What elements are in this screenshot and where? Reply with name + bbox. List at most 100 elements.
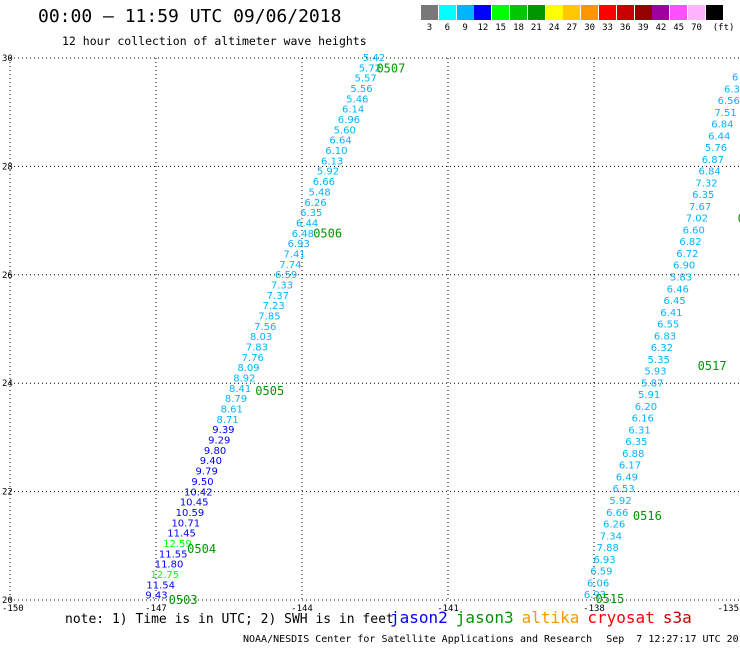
wave-height-value: 5.48 [309, 187, 331, 198]
wave-height-value: 6.72 [676, 249, 698, 260]
wave-height-value: 10.71 [171, 518, 200, 529]
wave-height-value: 6.84 [699, 167, 721, 178]
map-title: 00:00 – 11:59 UTC 09/06/2018 [38, 6, 342, 27]
wave-height-value: 7.23 [262, 301, 284, 312]
lon-tick-label: -141 [437, 604, 459, 614]
lat-tick-label: 30 [2, 54, 13, 64]
wave-height-value: 10.59 [176, 508, 205, 519]
pass-time-label: 05 [738, 211, 740, 225]
legend-label: 30 [584, 23, 596, 33]
wave-height-value: 5.42 [363, 53, 385, 64]
lon-tick-label: -144 [291, 604, 313, 614]
legend-swatch [438, 5, 456, 20]
lon-tick-label: -150 [2, 604, 24, 614]
wave-height-value: 11.55 [159, 549, 188, 560]
wave-height-value: 12.59 [163, 539, 192, 550]
wave-height-value: 6.93 [593, 555, 615, 566]
legend-label: 3 [426, 23, 433, 33]
legend-unit: (ft) [712, 23, 735, 33]
legend-swatch [421, 5, 438, 20]
lat-tick-label: 28 [2, 162, 13, 172]
wave-height-value: 5.91 [638, 390, 660, 401]
wave-height-value: 6.35 [692, 190, 714, 201]
legend-label: 24 [548, 23, 560, 33]
wave-height-value: 6.48 [292, 229, 314, 240]
wave-height-value: 6 [732, 73, 738, 84]
lon-tick-label: -135 [717, 604, 739, 614]
legend-label: 39 [637, 23, 649, 33]
legend-swatch [670, 5, 688, 20]
map-subtitle: 12 hour collection of altimeter wave hei… [62, 34, 367, 48]
pass-time-label: 0517 [698, 359, 727, 373]
legend-label: 70 [691, 23, 702, 33]
legend-label: 12 [477, 23, 489, 33]
wave-height-value: 8.03 [250, 332, 272, 343]
wave-height-value: 9.50 [191, 477, 213, 488]
wave-height-value: 8.09 [237, 363, 259, 374]
wave-height-value: 6.82 [679, 237, 701, 248]
wave-height-value: 6.26 [304, 198, 326, 209]
wave-height-value: 6.56 [718, 96, 740, 107]
legend-swatch [456, 5, 474, 20]
satellite-s3a: s3a [662, 608, 692, 627]
legend-swatch [634, 5, 652, 20]
legend-label: 6 [444, 23, 450, 33]
lat-tick-label: 22 [2, 488, 13, 498]
legend-label: 36 [619, 23, 631, 33]
legend-label: 33 [602, 23, 613, 33]
legend-swatch [563, 5, 581, 20]
legend-swatch [527, 5, 545, 20]
lat-tick-label: 26 [2, 271, 13, 281]
wave-height-value: 7.56 [254, 322, 276, 333]
wave-height-value: 6.14 [342, 105, 364, 116]
wave-height-value: 6.93 [584, 590, 606, 601]
wave-height-value: 5.83 [670, 272, 692, 283]
wave-height-value: 6.84 [711, 120, 733, 131]
legend-swatch [599, 5, 616, 20]
satellite-altika: altika [521, 608, 580, 627]
wave-height-value: 9.29 [208, 436, 230, 447]
wave-height-value: 7.67 [689, 202, 711, 213]
satellite-jason2: jason2 [390, 608, 448, 627]
legend-label: 15 [495, 23, 507, 33]
wave-height-value: 6.3 [724, 84, 740, 95]
wave-height-value: 6.13 [321, 156, 343, 167]
wave-height-value: 6.88 [622, 449, 644, 460]
wave-height-value: 7.02 [686, 214, 708, 225]
wave-height-value: 6.16 [632, 414, 654, 425]
wave-height-value: 5.60 [334, 125, 356, 136]
footer-note: note: 1) Time is in UTC; 2) SWH is in fe… [65, 612, 394, 627]
wave-height-value: 10.42 [184, 487, 213, 498]
wave-height-value: 5.76 [705, 143, 727, 154]
wave-height-value: 9.43 [145, 591, 167, 602]
legend-label: 9 [462, 23, 468, 33]
legend-label: 45 [673, 23, 685, 33]
wave-height-value: 8.61 [221, 405, 243, 416]
wave-height-value: 8.79 [225, 394, 247, 405]
wave-height-value: 5.87 [641, 378, 663, 389]
wave-height-value: 7.88 [597, 543, 619, 554]
wave-height-value: 9.80 [204, 446, 226, 457]
wave-height-value: 6.32 [651, 343, 673, 354]
wave-height-value: 7.76 [242, 353, 264, 364]
footer-credit: NOAA/NESDIS Center for Satellite Applica… [243, 634, 740, 645]
wave-height-value: 6.83 [654, 331, 676, 342]
wave-height-value: 6.44 [708, 131, 730, 142]
wave-height-value: 6.35 [625, 437, 647, 448]
wave-height-value: 6.66 [313, 177, 335, 188]
wave-height-value: 6.35 [300, 208, 322, 219]
wave-height-value: 7.51 [714, 108, 736, 119]
lat-tick-label: 24 [2, 379, 13, 389]
legend-label: 42 [655, 23, 667, 33]
wave-height-value: 5.46 [346, 94, 368, 105]
wave-height-value: 5.35 [648, 355, 670, 366]
legend-swatch [705, 5, 723, 20]
pass-time-label: 0516 [633, 509, 662, 523]
wave-height-value: 6.49 [616, 472, 638, 483]
wave-height-value: 7.85 [258, 311, 280, 322]
lon-tick-label: -138 [583, 604, 605, 614]
wave-height-value: 11.54 [146, 580, 175, 591]
wave-height-value: 6.66 [606, 508, 628, 519]
wave-height-value: 7.41 [283, 249, 305, 260]
legend-swatch [510, 5, 527, 20]
